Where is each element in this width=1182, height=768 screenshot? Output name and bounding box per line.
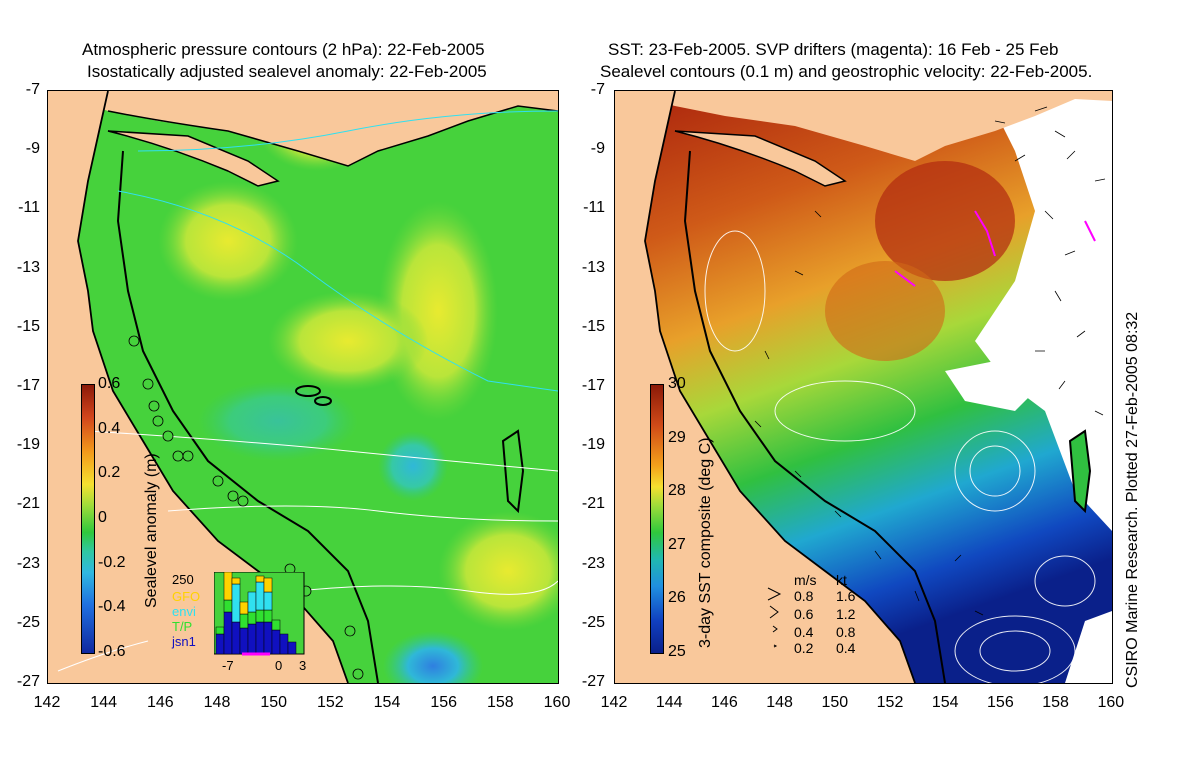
- left-cbar-tick-5: -0.4: [98, 598, 126, 616]
- velocity-legend-arrows: [767, 587, 782, 648]
- right-colorbar: [650, 384, 664, 654]
- left-ytick-0: -7: [25, 81, 40, 98]
- left-ytick-8: -23: [16, 554, 40, 572]
- left-title-line2: Isostatically adjusted sealevel anomaly:…: [87, 62, 487, 81]
- right-cbar-tick-0: 30: [668, 375, 686, 392]
- inset-xtick-0: -7: [222, 658, 234, 673]
- inset-legend-envi: envi: [172, 604, 196, 619]
- right-xtick-9: 160: [1097, 694, 1125, 711]
- inset-xtick-1: 0: [275, 658, 283, 673]
- left-ytick-4: -15: [16, 317, 40, 335]
- inset-legend-tp: T/P: [172, 619, 193, 634]
- right-ytick-4: -15: [581, 317, 605, 335]
- left-colorbar: [81, 384, 95, 654]
- right-ytick-9: -25: [581, 613, 605, 631]
- right-ytick-7: -21: [581, 495, 605, 513]
- right-xtick-5: 152: [876, 694, 904, 711]
- right-cbar-tick-1: 29: [668, 428, 686, 446]
- right-cbar-tick-2: 28: [668, 482, 686, 500]
- left-xtick-4: 150: [260, 694, 288, 711]
- right-ytick-5: -17: [581, 377, 605, 394]
- left-ytick-5: -17: [16, 377, 40, 394]
- right-xtick-0: 142: [600, 694, 628, 711]
- right-xtick-4: 150: [821, 694, 849, 711]
- velocity-legend-ms-header: m/s: [794, 572, 817, 588]
- velocity-legend-ms-0: 0.8: [794, 588, 814, 604]
- left-ytick-10: -27: [16, 673, 40, 690]
- velocity-legend-ms-3: 0.2: [794, 640, 814, 656]
- left-xtick-6: 154: [373, 694, 401, 711]
- left-xtick-7: 156: [430, 694, 458, 711]
- left-ytick-9: -25: [16, 613, 40, 631]
- velocity-legend-kt-1: 1.2: [836, 606, 856, 622]
- right-cbar-tick-4: 26: [668, 589, 686, 607]
- right-map: [614, 90, 1113, 684]
- right-ytick-10: -27: [581, 673, 605, 690]
- left-xtick-1: 144: [90, 694, 117, 711]
- left-ytick-3: -13: [16, 258, 40, 276]
- left-xtick-5: 152: [316, 694, 344, 711]
- left-xtick-8: 158: [487, 694, 514, 711]
- inset-legend-gfo: GFO: [172, 589, 201, 604]
- right-cbar-tick-5: 25: [668, 643, 686, 660]
- velocity-legend-ms-2: 0.4: [794, 624, 814, 640]
- left-xtick-0: 142: [33, 694, 61, 711]
- right-ytick-1: -9: [590, 140, 605, 158]
- right-xtick-2: 146: [711, 694, 738, 711]
- left-cbar-tick-3: 0: [98, 509, 107, 526]
- left-cbar-tick-4: -0.2: [98, 553, 126, 571]
- right-xtick-8: 158: [1042, 694, 1069, 711]
- right-cbar-tick-3: 27: [668, 535, 686, 553]
- velocity-legend-kt-3: 0.4: [836, 640, 856, 656]
- inset-histogram: [214, 572, 305, 656]
- left-ytick-7: -21: [16, 495, 40, 513]
- inset-legend-jsn1: jsn1: [172, 634, 196, 649]
- left-cbar-tick-1: 0.4: [98, 419, 121, 437]
- velocity-legend-kt-0: 1.6: [836, 588, 856, 604]
- right-xtick-1: 144: [655, 694, 683, 711]
- left-xtick-3: 148: [203, 694, 231, 711]
- left-ytick-1: -9: [25, 140, 40, 158]
- left-xtick-2: 146: [146, 694, 174, 711]
- right-ytick-0: -7: [590, 81, 605, 98]
- velocity-legend: m/s kt 0.8 1.6 0.6 1.2 0.4 0.8 0.2 0.4: [764, 572, 874, 656]
- left-ytick-6: -19: [16, 436, 40, 454]
- right-xtick-7: 156: [987, 694, 1014, 711]
- left-cbar-tick-0: 0.6: [98, 375, 121, 392]
- sst-map: [615, 91, 1112, 683]
- left-colorbar-label: Sealevel anomaly (m): [143, 453, 160, 608]
- right-ytick-2: -11: [583, 199, 605, 217]
- velocity-legend-kt-header: kt: [836, 572, 847, 588]
- right-ytick-8: -23: [581, 554, 605, 572]
- right-ytick-3: -13: [581, 258, 605, 276]
- right-ytick-6: -19: [581, 436, 605, 454]
- velocity-legend-ms-1: 0.6: [794, 606, 814, 622]
- right-title-line1: SST: 23-Feb-2005. SVP drifters (magenta)…: [608, 40, 1059, 59]
- left-cbar-tick-6: -0.6: [98, 643, 126, 660]
- velocity-legend-kt-2: 0.8: [836, 624, 856, 640]
- inset-ymax-label: 250: [172, 572, 194, 587]
- left-ytick-2: -11: [18, 199, 40, 217]
- right-title-line2: Sealevel contours (0.1 m) and geostrophi…: [600, 62, 1093, 81]
- right-xtick-3: 148: [766, 694, 793, 711]
- left-cbar-tick-2: 0.2: [98, 464, 121, 482]
- right-colorbar-label: 3-day SST composite (deg C): [697, 437, 714, 648]
- left-xtick-9: 160: [543, 694, 571, 711]
- inset-xtick-2: 3: [299, 658, 307, 673]
- credit-text: CSIRO Marine Research. Plotted 27-Feb-20…: [1124, 311, 1141, 688]
- left-title-line1: Atmospheric pressure contours (2 hPa): 2…: [82, 40, 485, 59]
- right-xtick-6: 154: [931, 694, 959, 711]
